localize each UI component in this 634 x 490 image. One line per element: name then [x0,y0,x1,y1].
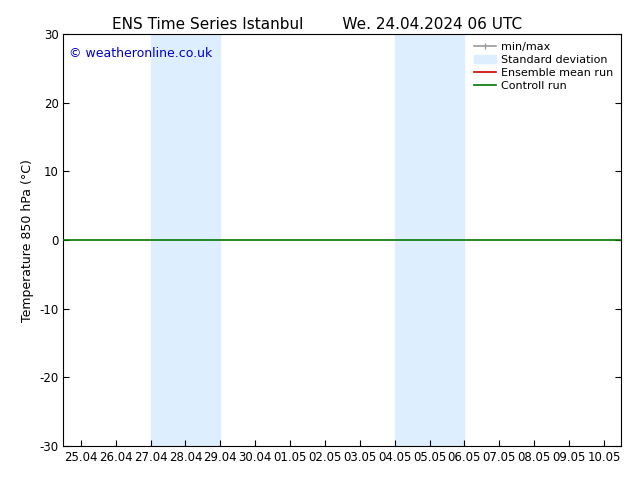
Y-axis label: Temperature 850 hPa (°C): Temperature 850 hPa (°C) [21,159,34,321]
Text: ENS Time Series Istanbul        We. 24.04.2024 06 UTC: ENS Time Series Istanbul We. 24.04.2024 … [112,17,522,32]
Bar [150,34,221,446]
Text: © weatheronline.co.uk: © weatheronline.co.uk [69,47,212,60]
Legend: min/max, Standard deviation, Ensemble mean run, Controll run: min/max, Standard deviation, Ensemble me… [471,40,616,93]
Bar [394,34,464,446]
